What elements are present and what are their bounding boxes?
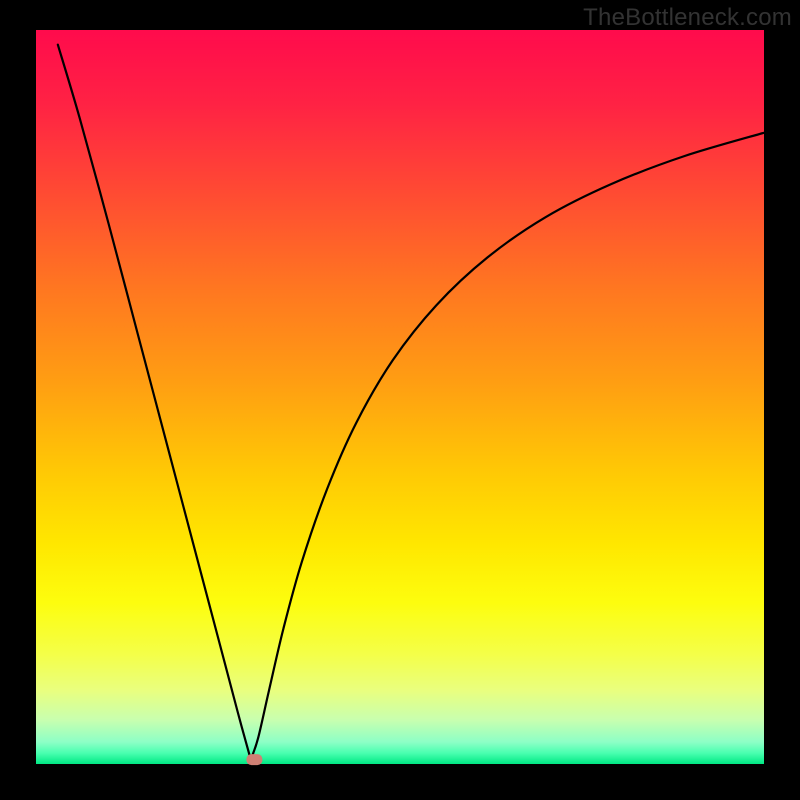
chart-container: TheBottleneck.com	[0, 0, 800, 800]
plot-area	[36, 30, 764, 764]
watermark-text: TheBottleneck.com	[583, 4, 792, 32]
vertex-marker	[246, 754, 262, 765]
bottleneck-curve-chart	[0, 0, 800, 800]
